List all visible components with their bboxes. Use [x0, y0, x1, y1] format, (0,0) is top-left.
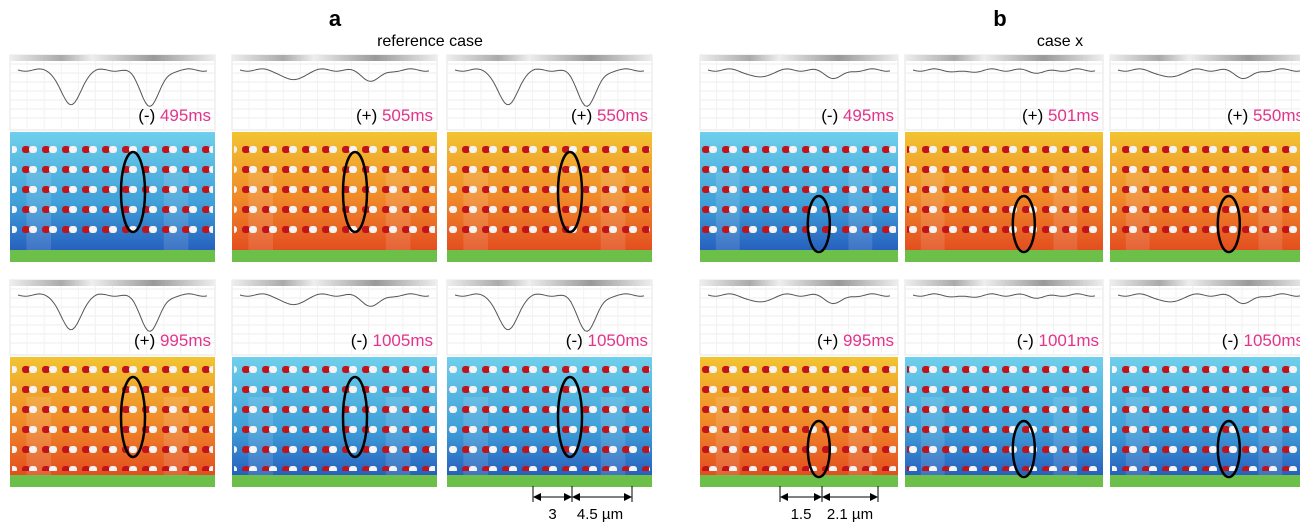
frame-sign: (+)	[134, 331, 155, 350]
dim-label: 2.1 µm	[827, 506, 873, 523]
frame: (+) 550ms	[1110, 55, 1300, 262]
panel-letter: a	[329, 6, 342, 31]
frame-time: 995ms	[843, 331, 894, 350]
frame: (+) 995ms	[700, 280, 898, 487]
plot-strip	[232, 280, 437, 286]
molecules	[702, 134, 896, 246]
substrate	[10, 250, 215, 262]
frame-label: (-) 1050ms	[1222, 331, 1300, 350]
frame-sign: (+)	[356, 106, 377, 125]
frame-sign: (+)	[817, 331, 838, 350]
frame-sign: (-)	[351, 331, 368, 350]
panel-letter: b	[993, 6, 1006, 31]
molecules	[234, 134, 435, 246]
frame-time: 495ms	[843, 106, 894, 125]
substrate	[1110, 475, 1300, 487]
figure: areference case(-) 495ms(+) 505ms(+) 550…	[0, 0, 1300, 525]
frame-sign: (+)	[1022, 106, 1043, 125]
frame-time: 995ms	[160, 331, 211, 350]
molecules	[1112, 359, 1300, 471]
dim-label: 1.5	[791, 506, 812, 523]
substrate	[700, 475, 898, 487]
frame: (+) 505ms	[232, 55, 437, 262]
substrate	[447, 250, 652, 262]
plot-strip	[447, 280, 652, 286]
plot-strip	[447, 55, 652, 61]
substrate	[10, 475, 215, 487]
frame: (-) 495ms	[10, 55, 215, 262]
frame: (-) 1050ms	[1110, 280, 1300, 487]
frame: (+) 501ms	[905, 55, 1103, 262]
frame: (+) 550ms	[447, 55, 652, 262]
frame-label: (+) 550ms	[571, 106, 648, 125]
panel-title: reference case	[377, 33, 483, 50]
frame-label: (-) 1050ms	[566, 331, 648, 350]
frame: (-) 1001ms	[905, 280, 1103, 487]
dim-label: 4.5 µm	[577, 506, 623, 523]
substrate	[447, 475, 652, 487]
plot-strip	[700, 55, 898, 61]
frame-time: 550ms	[597, 106, 648, 125]
frame-time: 1001ms	[1039, 331, 1099, 350]
frame-sign: (+)	[571, 106, 592, 125]
substrate	[1110, 250, 1300, 262]
dim-label: 3	[548, 506, 556, 523]
molecules	[449, 134, 650, 246]
plot-strip	[700, 280, 898, 286]
plot-strip	[10, 55, 215, 61]
frame-label: (-) 495ms	[138, 106, 211, 125]
molecules	[907, 134, 1101, 246]
substrate	[700, 250, 898, 262]
frame-label: (-) 1001ms	[1017, 331, 1099, 350]
plot-strip	[232, 55, 437, 61]
frame-time: 505ms	[382, 106, 433, 125]
frame-time: 495ms	[160, 106, 211, 125]
frame: (-) 1005ms	[232, 280, 437, 487]
frame-time: 1050ms	[1244, 331, 1300, 350]
frame-time: 1005ms	[373, 331, 433, 350]
molecules	[907, 359, 1101, 471]
frame-label: (-) 1005ms	[351, 331, 433, 350]
frame-label: (+) 995ms	[134, 331, 211, 350]
substrate	[905, 475, 1103, 487]
molecules	[12, 134, 213, 246]
panel-title: case x	[1037, 33, 1083, 50]
frame-time: 550ms	[1253, 106, 1300, 125]
frame-sign: (-)	[138, 106, 155, 125]
substrate	[232, 475, 437, 487]
frame-label: (+) 550ms	[1227, 106, 1300, 125]
substrate	[232, 250, 437, 262]
frame-time: 501ms	[1048, 106, 1099, 125]
frame-label: (+) 505ms	[356, 106, 433, 125]
frame-sign: (-)	[1017, 331, 1034, 350]
molecules	[702, 359, 896, 471]
frame-sign: (-)	[1222, 331, 1239, 350]
molecules	[1112, 134, 1300, 246]
frame: (-) 495ms	[700, 55, 898, 262]
frame-label: (-) 495ms	[821, 106, 894, 125]
plot-strip	[905, 280, 1103, 286]
plot-strip	[905, 55, 1103, 61]
substrate	[905, 250, 1103, 262]
molecules	[449, 359, 650, 471]
frame-sign: (+)	[1227, 106, 1248, 125]
frame-label: (+) 995ms	[817, 331, 894, 350]
plot-strip	[1110, 55, 1300, 61]
molecules	[234, 359, 435, 471]
frame: (+) 995ms	[10, 280, 215, 487]
plot-strip	[10, 280, 215, 286]
frame: (-) 1050ms	[447, 280, 652, 487]
frame-time: 1050ms	[588, 331, 648, 350]
molecules	[12, 359, 213, 471]
frame-sign: (-)	[821, 106, 838, 125]
frame-label: (+) 501ms	[1022, 106, 1099, 125]
frame-sign: (-)	[566, 331, 583, 350]
plot-strip	[1110, 280, 1300, 286]
